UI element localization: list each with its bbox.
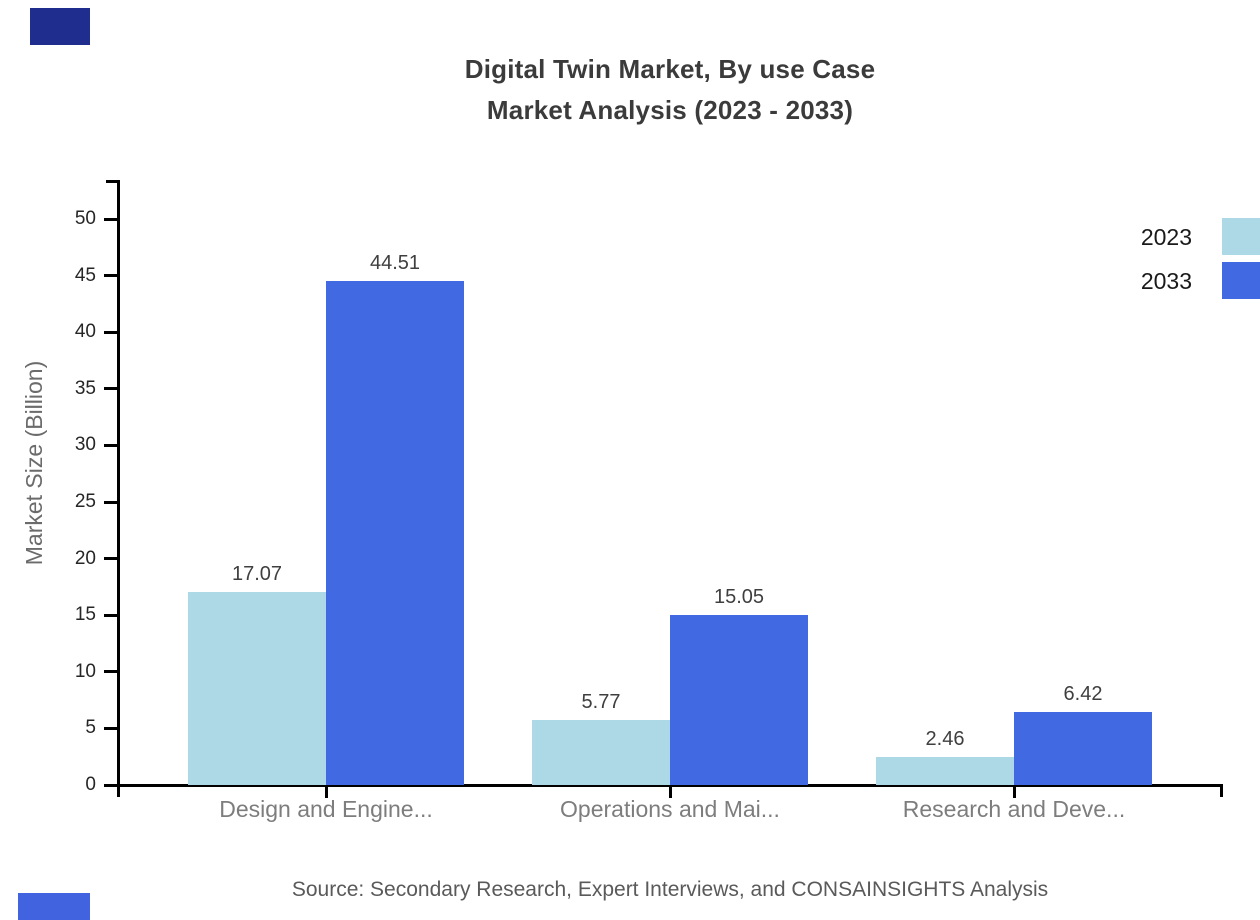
y-tick-mark — [104, 274, 117, 278]
y-tick-label: 20 — [74, 547, 96, 569]
y-tick-mark — [104, 500, 117, 504]
bar-2033-2 — [670, 615, 808, 785]
y-tick-mark — [104, 330, 117, 334]
x-tick-mark — [324, 787, 328, 798]
legend-label-2023: 2023 — [1140, 224, 1192, 250]
y-tick-label: 15 — [74, 604, 96, 626]
legend-swatch-2023 — [1222, 218, 1260, 255]
category-label: Operations and Mai... — [560, 796, 780, 822]
legend-label-2033: 2033 — [1140, 268, 1192, 294]
category-label: Design and Engine... — [219, 796, 433, 822]
y-tick-mark — [104, 670, 117, 674]
y-axis-top-cap — [106, 180, 120, 183]
bar-value-label: 6.42 — [1063, 683, 1103, 705]
bar-2023-2 — [532, 720, 670, 785]
bar-value-label: 5.77 — [581, 691, 621, 713]
brand-accent-top-left — [30, 8, 90, 45]
y-tick-mark — [104, 217, 117, 221]
y-tick-mark — [104, 783, 117, 787]
brand-accent-bottom-left — [18, 893, 90, 920]
y-tick-mark — [104, 726, 117, 730]
y-tick-label: 5 — [85, 717, 96, 739]
bar-2033-3 — [1014, 712, 1152, 785]
chart-title-line1: Digital Twin Market, By use Case — [464, 54, 876, 84]
y-tick-label: 10 — [74, 660, 96, 682]
y-tick-label: 35 — [74, 377, 96, 399]
x-axis-spine — [117, 784, 1223, 787]
bar-2023-1 — [188, 592, 326, 785]
x-tick-mark — [668, 787, 672, 798]
x-tick-mark — [1012, 787, 1016, 798]
y-tick-label: 50 — [74, 208, 96, 229]
bar-value-label: 44.51 — [369, 252, 421, 274]
bar-2023-3 — [876, 757, 1014, 785]
y-tick-mark — [104, 557, 117, 561]
y-tick-label: 25 — [74, 491, 96, 512]
source-note: Source: Secondary Research, Expert Inter… — [291, 878, 1049, 901]
category-label: Research and Deve... — [902, 796, 1126, 822]
chart-title: Digital Twin Market, By use Case Market … — [170, 49, 1170, 131]
chart-title-line2: Market Analysis (2023 - 2033) — [486, 95, 854, 125]
x-axis-end-cap — [1220, 784, 1223, 797]
bar-value-label: 2.46 — [925, 728, 965, 750]
y-tick-label: 0 — [85, 774, 96, 795]
y-tick-label: 40 — [74, 321, 96, 343]
y-tick-mark — [104, 613, 117, 617]
legend-swatch-2033 — [1222, 262, 1260, 299]
y-tick-mark — [104, 387, 117, 391]
y-axis-spine — [117, 180, 120, 797]
bar-value-label: 15.05 — [713, 586, 765, 608]
y-tick-label: 30 — [74, 434, 96, 456]
bar-2033-1 — [326, 281, 464, 785]
y-tick-mark — [104, 443, 117, 447]
bar-value-label: 17.07 — [231, 563, 283, 585]
y-tick-label: 45 — [74, 264, 96, 286]
